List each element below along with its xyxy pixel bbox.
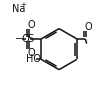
Text: O: O [27,48,35,58]
Text: HO: HO [26,54,41,64]
Text: +: + [20,2,26,8]
Text: O: O [84,22,92,32]
Text: −O: −O [15,34,31,44]
Text: O: O [27,20,35,30]
Text: Na: Na [12,4,25,14]
Text: S: S [27,34,33,44]
